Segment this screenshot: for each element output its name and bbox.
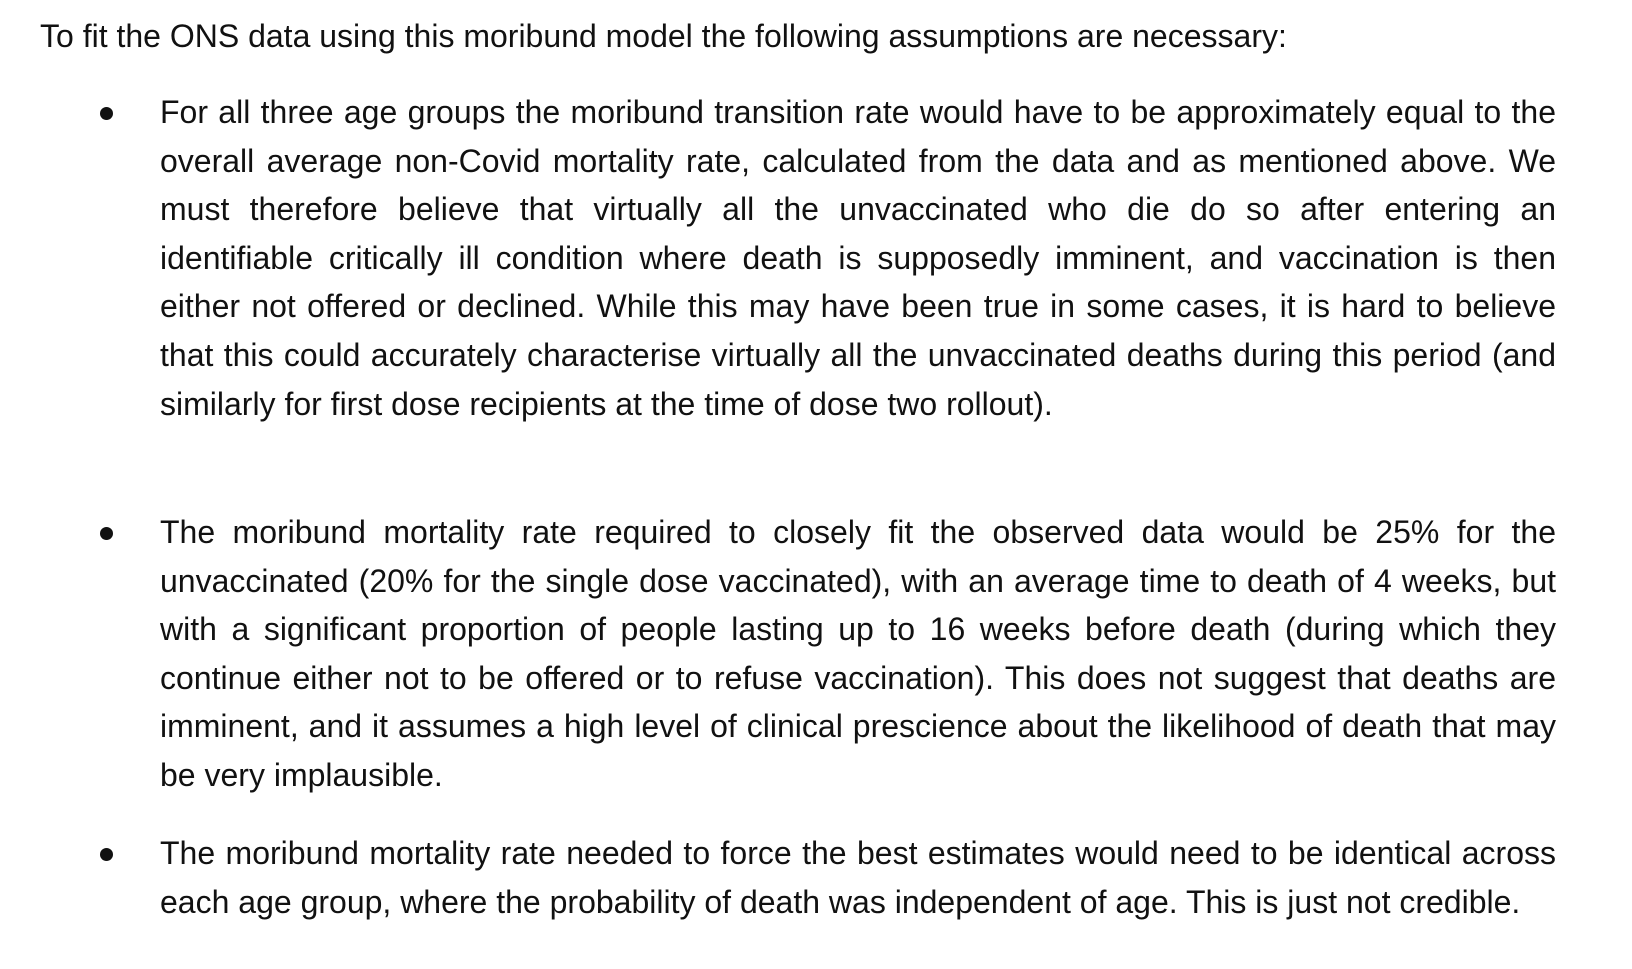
intro-paragraph: To fit the ONS data using this moribund … xyxy=(40,18,1287,54)
bullet-icon xyxy=(100,527,113,540)
list-item-text: The moribund mortality rate required to … xyxy=(160,514,1556,793)
bullet-icon xyxy=(100,848,113,861)
list-item-text: The moribund mortality rate needed to fo… xyxy=(160,835,1556,920)
list-item-text: For all three age groups the moribund tr… xyxy=(160,94,1556,422)
bullet-icon xyxy=(100,107,113,120)
